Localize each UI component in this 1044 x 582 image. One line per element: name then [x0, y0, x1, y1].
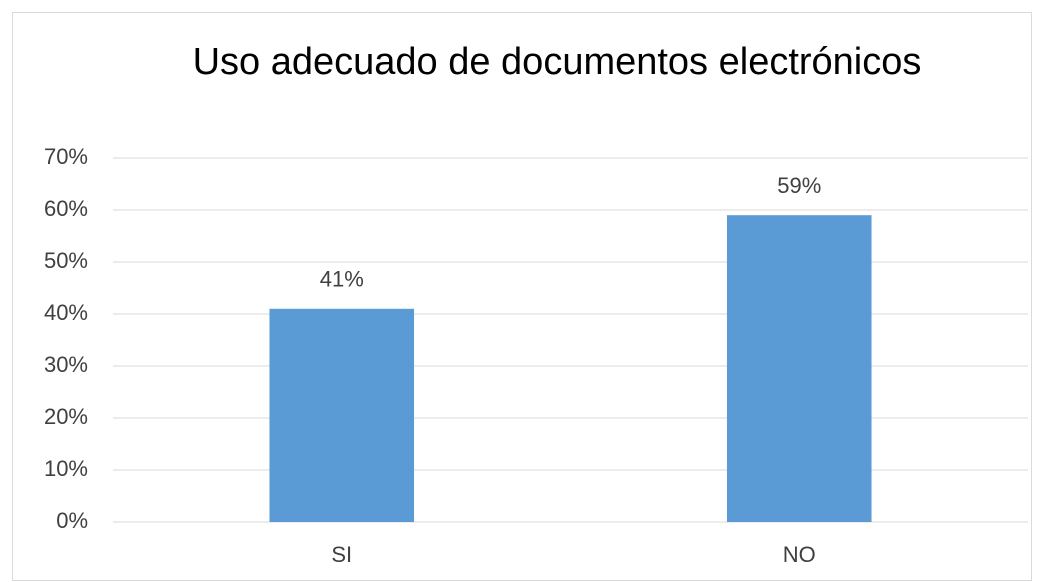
- y-tick-label: 30%: [44, 352, 88, 377]
- y-tick-label: 50%: [44, 248, 88, 273]
- y-tick-label: 0%: [56, 508, 88, 533]
- y-tick-label: 10%: [44, 456, 88, 481]
- y-tick-label: 40%: [44, 300, 88, 325]
- y-tick-label: 70%: [44, 144, 88, 169]
- bar: [726, 215, 872, 522]
- x-tick-label: NO: [783, 542, 816, 567]
- x-tick-label: SI: [331, 542, 352, 567]
- chart-title: Uso adecuado de documentos electrónicos: [193, 41, 922, 83]
- data-label: 41%: [320, 267, 364, 292]
- y-tick-label: 20%: [44, 404, 88, 429]
- bar: [269, 308, 415, 522]
- y-tick-label: 60%: [44, 196, 88, 221]
- data-label: 59%: [777, 173, 821, 198]
- chart-border: [12, 12, 1032, 581]
